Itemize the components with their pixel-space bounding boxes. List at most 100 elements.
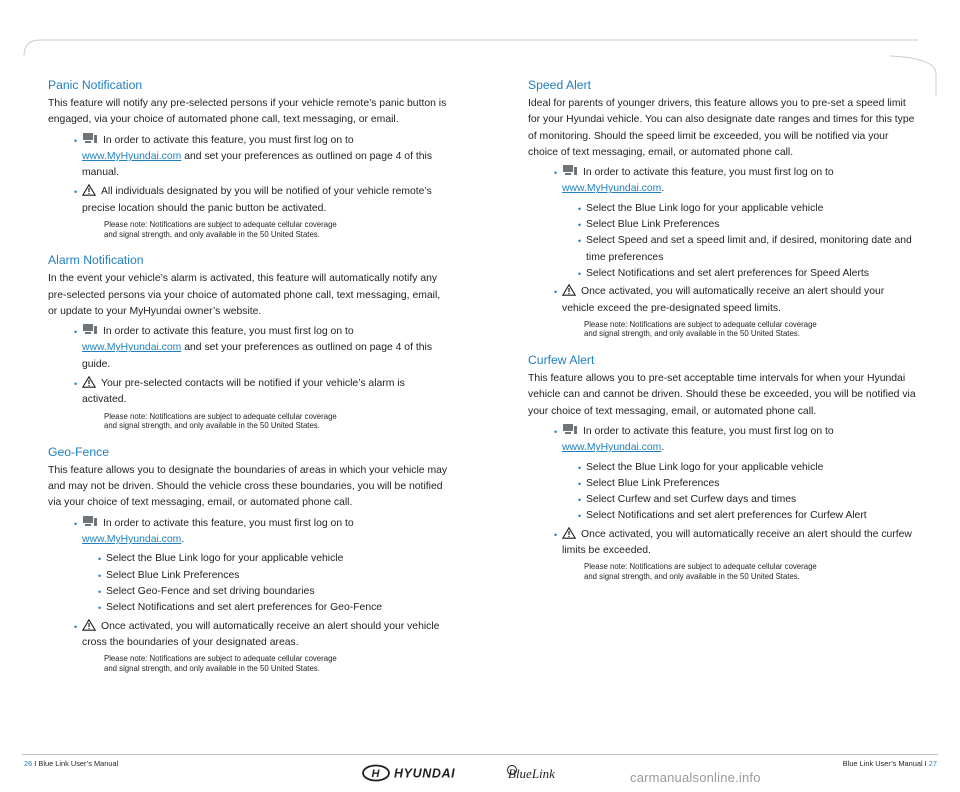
- section-geo-fence: Geo-Fence This feature allows you to des…: [48, 445, 448, 673]
- step-dot: •: [578, 495, 582, 506]
- page-number: 27: [928, 759, 937, 768]
- bluelink-logo: BlueLink: [507, 765, 555, 781]
- step-text: Select Notifications and set alert prefe…: [586, 510, 867, 522]
- step-text: Select Blue Link Preferences: [106, 569, 240, 581]
- step-item: • Select Blue Link Preferences: [528, 476, 918, 492]
- section-body: This feature allows you to designate the…: [48, 464, 448, 509]
- computer-icon: [83, 515, 97, 526]
- step-dot: •: [578, 220, 582, 231]
- page-footer: 26 I Blue Link User’s Manual Blue Link U…: [0, 754, 960, 792]
- coverage-note: Please note: Notifications are subject t…: [104, 220, 337, 239]
- alert-bullet: • Once activated, you will automatically…: [528, 526, 918, 560]
- left-page-label: 26 I Blue Link User’s Manual: [24, 759, 118, 768]
- coverage-note: Please note: Notifications are subject t…: [584, 562, 817, 581]
- warning-triangle-icon: [562, 284, 576, 297]
- computer-bullet: • In order to activate this feature, you…: [528, 423, 918, 457]
- alert-text: Your pre-selected contacts will be notif…: [82, 378, 405, 406]
- section-title: Alarm Notification: [48, 253, 144, 268]
- step-text: Select Geo-Fence and set driving boundar…: [106, 585, 315, 597]
- instruction-text: In order to activate this feature, you m…: [103, 134, 354, 146]
- step-dot: •: [578, 511, 582, 522]
- computer-icon: [563, 165, 577, 176]
- step-item: • Select Blue Link Preferences: [48, 568, 448, 584]
- section-title: Geo-Fence: [48, 444, 109, 459]
- bullet-dot: •: [74, 379, 78, 390]
- coverage-note: Please note: Notifications are subject t…: [584, 319, 817, 339]
- alert-text: Once activated, you will automatically r…: [562, 528, 912, 557]
- section-alarm-notification: Alarm Notification In the event your veh…: [48, 253, 448, 431]
- footer-logos: H HYUNDAI BlueLink: [362, 764, 555, 782]
- step-item: • Select Blue Link Preferences: [528, 217, 918, 233]
- computer-bullet: • In order to activate this feature, you…: [48, 515, 448, 549]
- instruction-tail: .: [661, 183, 665, 195]
- computer-icon: [83, 324, 97, 335]
- section-speed-alert: Speed Alert Ideal for parents of younger…: [528, 78, 918, 339]
- alert-bullet: • All individuals designated by you will…: [48, 184, 448, 217]
- step-text: Select Notifications and set alert prefe…: [106, 602, 383, 614]
- computer-bullet: • In order to activate this feature, you…: [48, 132, 448, 182]
- coverage-note: Please note: Notifications are subject t…: [104, 411, 337, 431]
- step-item: • Select Notifications and set alert pref…: [528, 508, 918, 524]
- section-curfew-alert: Curfew Alert This feature allows you to …: [528, 353, 918, 581]
- instruction-text: In order to activate this feature, you m…: [583, 167, 834, 179]
- alert-text: Once activated, you will automatically r…: [562, 286, 885, 314]
- right-page-label: Blue Link User’s Manual I 27: [843, 759, 937, 768]
- step-item: • Select the Blue Link logo for your appl…: [48, 551, 448, 567]
- myhyundai-link[interactable]: www.MyHyundai.com: [82, 150, 182, 162]
- step-dot: •: [98, 554, 102, 565]
- manual-title: I Blue Link User’s Manual: [34, 759, 119, 768]
- computer-bullet: • In order to activate this feature, you…: [528, 165, 918, 198]
- step-dot: •: [578, 236, 582, 247]
- manual-title: Blue Link User’s Manual I: [842, 759, 927, 768]
- svg-text:H: H: [372, 768, 381, 780]
- step-dot: •: [578, 478, 582, 489]
- step-text: Select the Blue Link logo for your appli…: [586, 202, 824, 214]
- step-dot: •: [98, 603, 102, 614]
- step-item: • Select the Blue Link logo for your appl…: [528, 460, 918, 476]
- page-number: 26: [24, 759, 33, 768]
- bullet-dot: •: [74, 327, 78, 338]
- myhyundai-link[interactable]: www.MyHyundai.com: [82, 534, 182, 546]
- section-title: Curfew Alert: [528, 353, 595, 368]
- alert-text: All individuals designated by you will b…: [82, 186, 432, 214]
- step-item: • Select Notifications and set alert pref…: [528, 266, 918, 282]
- myhyundai-link[interactable]: www.MyHyundai.com: [562, 442, 662, 454]
- bullet-dot: •: [554, 287, 558, 298]
- left-column: Panic Notification This feature will not…: [48, 78, 448, 687]
- section-body: This feature allows you to pre-set accep…: [528, 373, 916, 417]
- bullet-dot: •: [74, 135, 78, 146]
- warning-triangle-icon: [82, 618, 96, 631]
- step-item: • Select Curfew and set Curfew days and t…: [528, 492, 918, 508]
- warning-triangle-icon: [82, 376, 96, 388]
- section-body: Ideal for parents of younger drivers, th…: [528, 98, 915, 158]
- alert-bullet: • Once activated, you will automatically…: [48, 618, 448, 652]
- watermark: carmanualsonline.info: [630, 770, 761, 785]
- section-body: In the event your vehicle’s alarm is act…: [48, 273, 441, 317]
- step-item: • Select the Blue Link logo for your appl…: [528, 201, 918, 217]
- instruction-text: In order to activate this feature, you m…: [103, 517, 354, 529]
- coverage-note: Please note: Notifications are subject t…: [104, 654, 337, 673]
- section-title: Panic Notification: [48, 78, 143, 92]
- bullet-dot: •: [554, 529, 558, 540]
- step-text: Select Notifications and set alert prefe…: [586, 267, 870, 279]
- computer-icon: [563, 423, 577, 434]
- step-dot: •: [578, 268, 582, 279]
- myhyundai-link[interactable]: www.MyHyundai.com: [82, 342, 182, 354]
- step-item: • Select Notifications and set alert pref…: [48, 600, 448, 616]
- hyundai-wordmark: HYUNDAI: [394, 767, 455, 781]
- bullet-dot: •: [74, 621, 78, 632]
- myhyundai-link[interactable]: www.MyHyundai.com: [562, 183, 662, 195]
- computer-bullet: • In order to activate this feature, you…: [48, 324, 448, 373]
- section-body: This feature will notify any pre-selecte…: [48, 98, 447, 126]
- alert-text: Once activated, you will automatically r…: [82, 620, 440, 648]
- alert-bullet: • Your pre-selected contacts will be not…: [48, 376, 448, 409]
- computer-icon: [83, 132, 97, 143]
- step-dot: •: [578, 203, 582, 214]
- bluelink-wordmark: BlueLink: [508, 766, 555, 781]
- step-text: Select the Blue Link logo for your appli…: [106, 553, 344, 565]
- instruction-tail: and set your preferences as outlined on …: [82, 342, 433, 370]
- section-title: Speed Alert: [528, 78, 592, 92]
- step-text: Select Blue Link Preferences: [586, 219, 720, 231]
- footer-rule: [22, 754, 938, 755]
- right-column: Speed Alert Ideal for parents of younger…: [528, 78, 918, 596]
